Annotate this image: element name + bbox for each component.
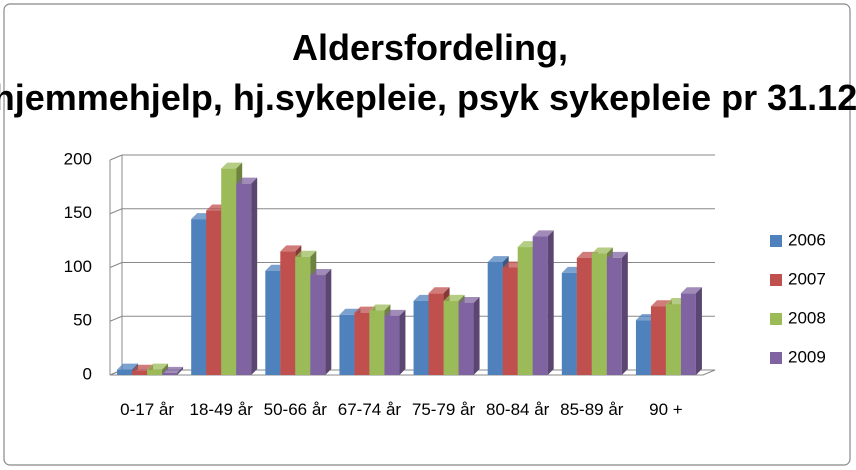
bar-front (517, 247, 533, 375)
legend-swatch (770, 313, 782, 325)
bar-top (147, 363, 169, 370)
chart-border (3, 3, 851, 466)
x-tick-label: 0-17 år (120, 400, 174, 419)
bar-front (369, 310, 385, 375)
bar-front (458, 302, 474, 375)
bar-front (206, 210, 222, 375)
bar-top (487, 256, 509, 263)
bar-front (236, 183, 252, 375)
bar-front (561, 272, 577, 375)
bar-top (310, 269, 332, 276)
legend-label: 2007 (788, 269, 826, 288)
bar-side (695, 287, 702, 375)
chart-title: Aldersfordeling, hjemmehjelp, hj.sykeplei… (0, 27, 856, 118)
bar-side (177, 366, 184, 375)
bar-front (280, 251, 296, 375)
legend-swatch (770, 274, 782, 286)
bar-top (280, 245, 302, 252)
bar-top (606, 251, 628, 258)
bar (680, 287, 702, 375)
bar (606, 251, 628, 375)
bar-front (310, 275, 326, 375)
bar (458, 296, 480, 375)
bar-front (147, 369, 163, 375)
bar-front (162, 372, 178, 375)
bar-front (576, 257, 592, 375)
bar-top (591, 247, 613, 254)
bar (236, 177, 258, 375)
bar-front (502, 267, 518, 375)
bar-top (532, 230, 554, 237)
y-tick-label: 0 (83, 364, 92, 383)
bar-side (399, 309, 406, 375)
bar-front (117, 369, 133, 375)
bar-front (532, 236, 548, 375)
grid-line-side (109, 262, 123, 268)
y-tick-label: 200 (64, 149, 92, 168)
grid-line-side (109, 315, 123, 322)
y-tick-label: 50 (73, 311, 92, 330)
bar-top (458, 296, 480, 303)
bar-top (428, 287, 450, 294)
y-tick-label: 100 (64, 257, 92, 276)
bar-top (162, 366, 184, 373)
bar-top (117, 363, 139, 370)
bar-front (591, 253, 607, 375)
legend-label: 2008 (788, 308, 826, 327)
bar-front (443, 300, 459, 375)
bar-front (413, 300, 429, 375)
bar-front (650, 306, 666, 375)
bar-side (547, 230, 554, 375)
bar-top (236, 177, 258, 184)
bar-front (487, 262, 503, 375)
bar-front (221, 168, 237, 375)
bar-front (191, 219, 207, 375)
grid-line-side (109, 154, 123, 161)
bar-front (665, 304, 681, 375)
y-tick-label: 150 (64, 203, 92, 222)
bar-front (606, 257, 622, 375)
bar-front (635, 320, 651, 375)
bar-front (680, 293, 696, 375)
bar (162, 366, 184, 375)
legend-swatch (770, 235, 782, 247)
bar-side (325, 269, 332, 375)
bar-front (339, 314, 355, 375)
bar-front (354, 312, 370, 375)
bar (310, 269, 332, 375)
x-tick-label: 85-89 år (560, 400, 624, 419)
legend-swatch (770, 352, 782, 364)
bar-side (251, 177, 258, 375)
x-tick-label: 75-79 år (411, 400, 476, 419)
x-tick-label: 90 + (649, 400, 683, 419)
bar (532, 230, 554, 375)
bar-top (443, 294, 465, 301)
bar-front (132, 370, 148, 375)
x-tick-label: 50-66 år (263, 400, 327, 419)
bar-top (384, 309, 406, 316)
bar-front (265, 270, 281, 375)
bar-top (680, 287, 702, 294)
legend-label: 2009 (788, 347, 826, 366)
grid-line-side (109, 208, 123, 215)
bar-top (221, 162, 243, 169)
bar (384, 309, 406, 375)
bar-side (473, 296, 480, 375)
x-tick-label: 80-84 år (486, 400, 550, 419)
bar-front (295, 256, 311, 375)
bar-front (428, 293, 444, 375)
x-tick-label: 67-74 år (337, 400, 402, 419)
bar-top (295, 250, 317, 257)
bar-top (369, 304, 391, 311)
bar-side (621, 251, 628, 375)
legend-label: 2006 (788, 230, 826, 249)
bar-front (384, 315, 400, 375)
x-tick-label: 18-49 år (189, 400, 253, 419)
